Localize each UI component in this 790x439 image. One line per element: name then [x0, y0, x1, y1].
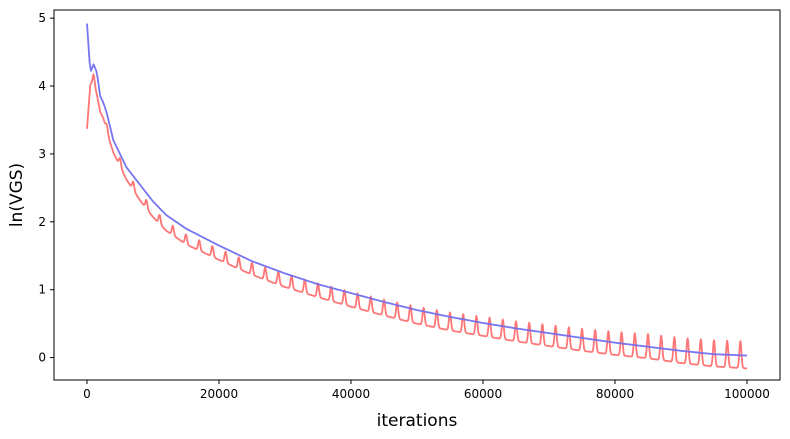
y-tick-label: 1: [38, 283, 46, 297]
y-axis-label: ln(VGS): [7, 163, 27, 227]
plot-marks: [86, 23, 748, 370]
x-tick-label: 80000: [596, 387, 634, 401]
x-tick-label: 0: [83, 387, 91, 401]
y-tick-label: 4: [38, 79, 46, 93]
series-line-1: [86, 73, 748, 370]
y-tick-label: 0: [38, 351, 46, 365]
y-tick-label: 3: [38, 147, 46, 161]
y-tick-label: 5: [38, 11, 46, 25]
x-tick-label: 20000: [200, 387, 238, 401]
x-tick-label: 60000: [464, 387, 502, 401]
x-axis: 0 20000 40000 60000 80000 100000: [83, 380, 770, 401]
y-tick-label: 2: [38, 215, 46, 229]
x-tick-label: 40000: [332, 387, 370, 401]
plot-frame: [53, 9, 781, 381]
x-tick-label: 100000: [724, 387, 770, 401]
series-line-2: [86, 23, 748, 357]
y-axis: 0 1 2 3 4 5: [38, 11, 54, 365]
x-axis-label: iterations: [377, 411, 458, 431]
